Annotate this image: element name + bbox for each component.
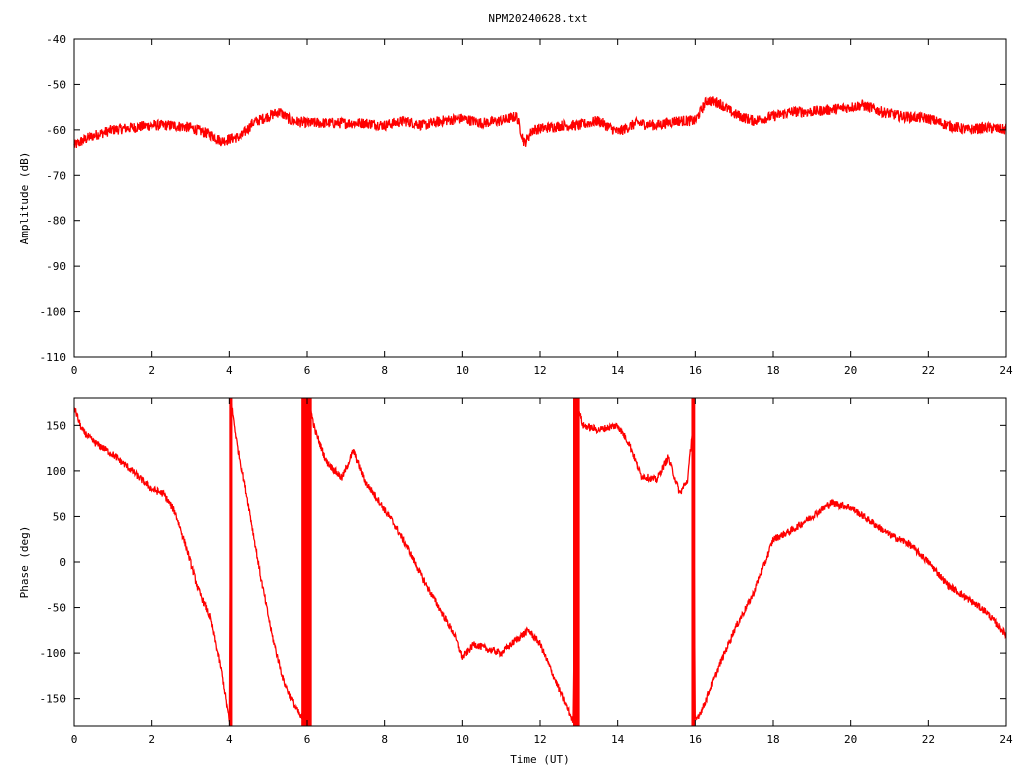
y-tick-label: -150 bbox=[40, 693, 67, 706]
y-tick-label: 100 bbox=[46, 465, 66, 478]
x-tick-label: 14 bbox=[611, 733, 625, 746]
y-tick-label: 150 bbox=[46, 419, 66, 432]
x-tick-label: 24 bbox=[999, 733, 1013, 746]
x-tick-label: 10 bbox=[456, 733, 469, 746]
amplitude-axis-title: Amplitude (dB) bbox=[18, 152, 31, 245]
y-tick-label: -50 bbox=[46, 602, 66, 615]
x-tick-label: 2 bbox=[148, 364, 155, 377]
time-axis-title: Time (UT) bbox=[510, 753, 570, 766]
amplitude-panel: 0 2 4 6 8 10 12 14 16 18 20 22 24-40-50-60-70-80-90-… bbox=[18, 33, 1013, 377]
phase-wrap-band bbox=[573, 398, 580, 726]
y-tick-label: 0 bbox=[59, 556, 66, 569]
x-tick-label: 20 bbox=[844, 364, 857, 377]
x-tick-label: 12 bbox=[533, 733, 546, 746]
phase-wrap-band bbox=[691, 398, 696, 726]
x-tick-label: 22 bbox=[922, 364, 935, 377]
x-tick-label: 10 bbox=[456, 364, 469, 377]
amplitude-ticks: 0 2 4 6 8 10 12 14 16 18 20 22 24-40-50-60-70-80-90-… bbox=[40, 33, 1013, 377]
x-tick-label: 18 bbox=[766, 733, 779, 746]
series-line bbox=[73, 96, 1007, 149]
x-tick-label: 4 bbox=[226, 733, 233, 746]
y-tick-label: -100 bbox=[40, 306, 67, 319]
x-tick-label: 2 bbox=[148, 733, 155, 746]
y-tick-label: 50 bbox=[53, 510, 66, 523]
y-tick-label: -90 bbox=[46, 260, 66, 273]
y-tick-label: -50 bbox=[46, 78, 66, 91]
chart-title: NPM20240628.txt bbox=[488, 12, 587, 25]
x-tick-label: 18 bbox=[766, 364, 779, 377]
x-tick-label: 16 bbox=[689, 733, 702, 746]
x-tick-label: 4 bbox=[226, 364, 233, 377]
y-tick-label: -40 bbox=[46, 33, 66, 46]
x-tick-label: 0 bbox=[71, 364, 78, 377]
phase-panel: 0 2 4 6 8 10 12 14 16 18 20 22 24150100500-50-100-15… bbox=[18, 397, 1013, 766]
x-tick-label: 6 bbox=[304, 733, 311, 746]
phase-ticks: 0 2 4 6 8 10 12 14 16 18 20 22 24150100500-50-100-15… bbox=[40, 398, 1013, 746]
y-tick-label: -110 bbox=[40, 351, 67, 364]
y-tick-label: -100 bbox=[40, 647, 67, 660]
amplitude-series bbox=[73, 96, 1007, 149]
x-tick-label: 16 bbox=[689, 364, 702, 377]
x-tick-label: 20 bbox=[844, 733, 857, 746]
x-tick-label: 0 bbox=[71, 733, 78, 746]
x-tick-label: 24 bbox=[999, 364, 1013, 377]
y-tick-label: -70 bbox=[46, 169, 66, 182]
phase-axis-title: Phase (deg) bbox=[18, 526, 31, 599]
x-tick-label: 12 bbox=[533, 364, 546, 377]
x-tick-label: 22 bbox=[922, 733, 935, 746]
x-tick-label: 8 bbox=[381, 364, 388, 377]
x-tick-label: 14 bbox=[611, 364, 625, 377]
phase-wrap-band bbox=[229, 398, 233, 726]
y-tick-label: -60 bbox=[46, 124, 66, 137]
y-tick-label: -80 bbox=[46, 215, 66, 228]
phase-wrap-band bbox=[301, 398, 312, 726]
x-tick-label: 6 bbox=[304, 364, 311, 377]
x-tick-label: 8 bbox=[381, 733, 388, 746]
